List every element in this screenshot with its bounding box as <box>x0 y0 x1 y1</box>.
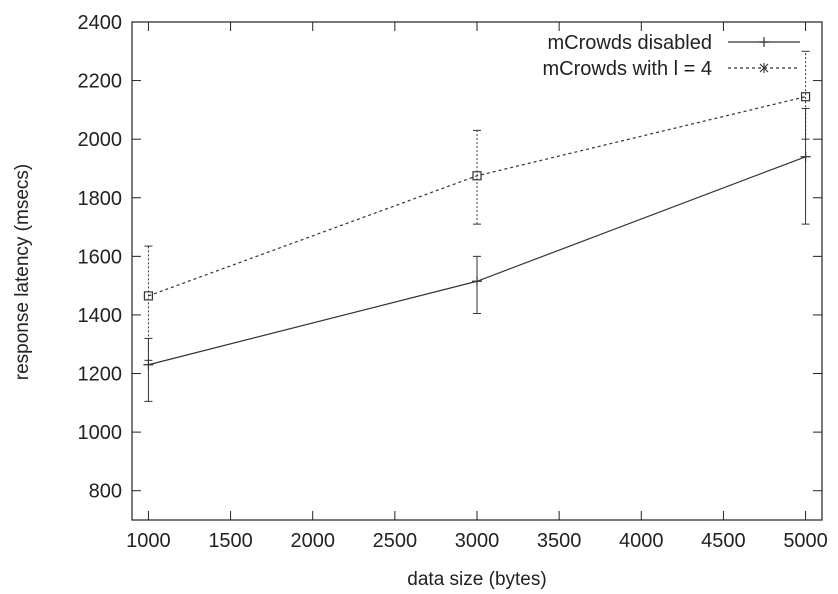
x-tick-label: 2000 <box>290 530 335 552</box>
data-point <box>472 171 482 181</box>
data-point <box>143 359 154 370</box>
x-axis-label: data size (bytes) <box>407 569 546 590</box>
x-tick-label: 3500 <box>537 530 582 552</box>
y-tick-label: 2400 <box>78 12 123 34</box>
y-tick-label: 1000 <box>78 422 123 444</box>
legend: mCrowds disabled mCrowds with l = 4 <box>543 32 800 80</box>
data-point <box>800 92 811 102</box>
x-tick-label: 4000 <box>619 530 664 552</box>
y-tick-label: 1400 <box>78 305 123 327</box>
legend-label: mCrowds with l = 4 <box>543 58 713 80</box>
y-axis-label: response latency (msecs) <box>12 164 33 380</box>
legend-marker <box>759 63 769 73</box>
x-tick-label: 3000 <box>455 530 500 552</box>
series-2 <box>143 50 811 361</box>
legend-marker <box>759 37 769 47</box>
legend-label: mCrowds disabled <box>547 32 712 54</box>
series-1 <box>143 107 811 402</box>
x-tick-label: 5000 <box>783 530 828 552</box>
y-tick-label: 1600 <box>78 246 123 268</box>
data-point <box>800 151 811 162</box>
data-point <box>472 276 482 287</box>
data-point <box>143 291 154 301</box>
y-tick-label: 1800 <box>78 188 123 210</box>
x-tick-label: 4500 <box>701 530 746 552</box>
plot-area: 800 1000 1200 1400 1600 1800 2000 2200 2400 1000 1… <box>78 12 828 552</box>
x-tick-label: 1500 <box>208 530 253 552</box>
y-tick-label: 800 <box>89 481 122 503</box>
x-tick-label: 1000 <box>126 530 171 552</box>
x-tick-label: 2500 <box>373 530 418 552</box>
y-tick-label: 2000 <box>78 129 123 151</box>
series-layer <box>143 50 811 402</box>
y-tick-label: 1200 <box>78 364 123 386</box>
y-tick-label: 2200 <box>78 71 123 93</box>
